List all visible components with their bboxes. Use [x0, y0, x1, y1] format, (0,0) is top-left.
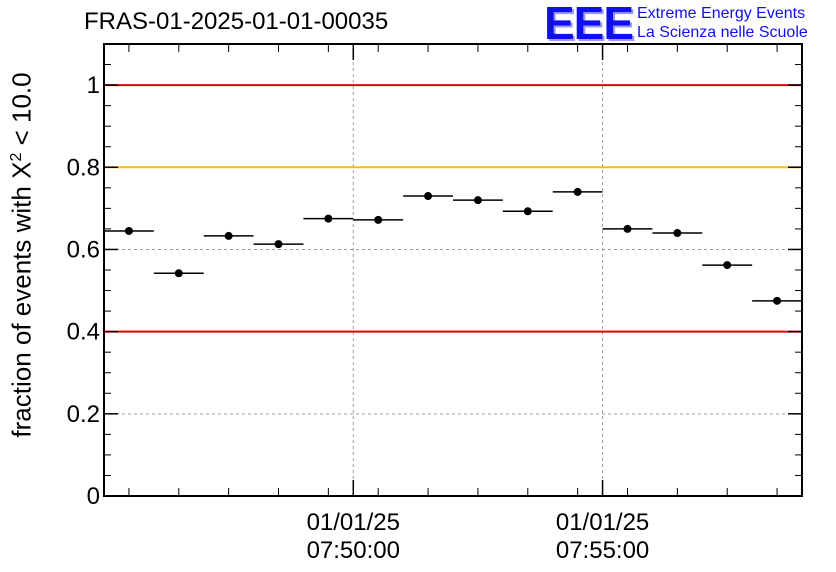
data-point-marker-3	[274, 240, 283, 249]
data-point-5	[353, 215, 404, 224]
plot-frame	[103, 43, 803, 497]
eee-logo-text: Extreme Energy Events La Scienza nelle S…	[637, 4, 808, 42]
x-tick-label-time-0: 07:50:00	[307, 537, 400, 564]
data-point-marker-12	[723, 261, 732, 270]
x-tick-label-time-1: 07:55:00	[556, 537, 649, 564]
data-point-13	[752, 296, 802, 305]
data-point-12	[702, 261, 753, 270]
data-point-2	[203, 231, 254, 240]
data-point-7	[453, 196, 503, 205]
x-tick-label-date-0: 01/01/25	[307, 509, 400, 536]
data-point-11	[652, 229, 703, 238]
y-tick-label-3: 0.6	[67, 236, 100, 263]
data-point-marker-2	[224, 231, 233, 240]
data-point-6	[403, 192, 453, 201]
data-point-marker-11	[673, 229, 682, 238]
data-point-marker-13	[773, 296, 782, 305]
eee-logo: EEE	[544, 0, 634, 49]
y-tick-label-1: 0.2	[67, 401, 100, 428]
y-tick-label-5: 1	[87, 72, 100, 99]
x-tick-label-date-1: 01/01/25	[556, 509, 649, 536]
logo-line-2: La Scienza nelle Scuole	[637, 24, 808, 41]
data-point-3	[253, 240, 304, 249]
data-point-9	[552, 187, 603, 196]
chart-title: FRAS-01-2025-01-01-00035	[84, 8, 389, 35]
data-point-marker-10	[623, 224, 632, 233]
data-point-1	[153, 269, 204, 278]
y-tick-label-0: 0	[87, 483, 100, 510]
data-point-marker-4	[324, 214, 333, 223]
y-tick-label-2: 0.4	[67, 319, 100, 346]
data-point-10	[602, 224, 653, 233]
data-point-marker-5	[374, 215, 383, 224]
logo-line-1: Extreme Energy Events	[637, 5, 806, 22]
data-point-marker-0	[124, 226, 133, 235]
data-point-0	[104, 226, 154, 235]
data-point-8	[502, 207, 553, 216]
data-point-marker-8	[523, 207, 532, 216]
y-tick-label-4: 0.8	[67, 154, 100, 181]
data-point-4	[303, 214, 354, 223]
data-point-marker-1	[174, 269, 183, 278]
data-point-marker-9	[573, 187, 582, 196]
data-point-marker-6	[424, 192, 433, 201]
data-point-marker-7	[473, 196, 482, 205]
